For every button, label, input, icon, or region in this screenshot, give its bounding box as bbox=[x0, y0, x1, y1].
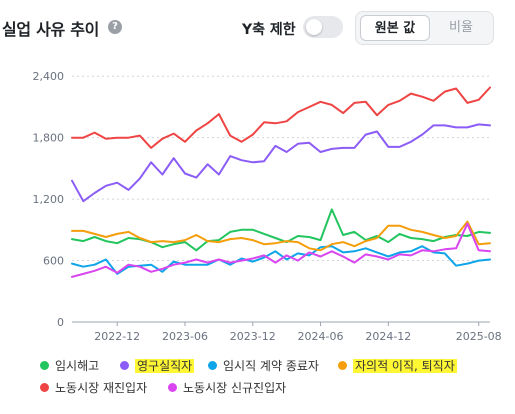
series-line-2 bbox=[71, 245, 491, 275]
legend-label: 영구실직자 bbox=[135, 359, 195, 373]
y-tick-label: 1,800 bbox=[33, 132, 65, 145]
legend: 임시해고 영구실직자 임시직 계약 종료자 자의적 이직, 퇴직자 노동시장 재… bbox=[40, 356, 510, 400]
series-line-4 bbox=[71, 86, 491, 149]
legend-item-permanent-job-losers[interactable]: 영구실직자 bbox=[120, 356, 195, 376]
x-tick-label: 2023-12 bbox=[230, 330, 276, 343]
x-tick-label: 2022-12 bbox=[94, 330, 140, 343]
y-limit-toggle[interactable] bbox=[303, 16, 343, 38]
chart-header: 실업 사유 추이 ? Y축 제한 원본 값 비율 bbox=[0, 0, 515, 54]
toggle-knob bbox=[306, 19, 322, 35]
legend-dot bbox=[208, 361, 217, 370]
x-tick-label: 2025-08 bbox=[456, 330, 502, 343]
legend-dot bbox=[168, 383, 177, 392]
line-chart: 0 600 1,200 1,800 2,400 2022-12 2023-06 2023-12… bbox=[33, 70, 502, 343]
chart-title: 실업 사유 추이 bbox=[2, 20, 100, 39]
y-tick-label: 0 bbox=[57, 316, 64, 329]
raw-values-button[interactable]: 원본 값 bbox=[360, 15, 430, 41]
series-line-5 bbox=[71, 222, 491, 278]
legend-label: 임시직 계약 종료자 bbox=[223, 359, 319, 373]
help-icon[interactable]: ? bbox=[108, 20, 122, 34]
legend-item-temp-job-ended[interactable]: 임시직 계약 종료자 bbox=[208, 356, 319, 376]
legend-row: 노동시장 재진입자 노동시장 신규진입자 bbox=[40, 378, 510, 400]
legend-dot bbox=[40, 383, 49, 392]
legend-item-job-leavers[interactable]: 자의적 이직, 퇴직자 bbox=[338, 356, 457, 376]
series-line-0 bbox=[71, 208, 491, 252]
x-tick-label: 2023-06 bbox=[162, 330, 208, 343]
series-line-3 bbox=[71, 220, 491, 252]
legend-item-reentrants[interactable]: 노동시장 재진입자 bbox=[40, 378, 147, 398]
y-limit-label: Y축 제한 bbox=[242, 22, 296, 38]
y-tick-label: 600 bbox=[43, 255, 64, 268]
series-line-1 bbox=[71, 123, 491, 203]
legend-item-temporary-layoff[interactable]: 임시해고 bbox=[40, 356, 99, 376]
legend-label: 노동시장 재진입자 bbox=[55, 381, 148, 395]
y-tick-label: 2,400 bbox=[33, 70, 65, 83]
legend-label: 임시해고 bbox=[55, 359, 100, 373]
ratio-button[interactable]: 비율 bbox=[449, 20, 473, 35]
legend-label: 자의적 이직, 퇴직자 bbox=[353, 359, 457, 373]
legend-item-new-entrants[interactable]: 노동시장 신규진입자 bbox=[168, 378, 286, 398]
legend-dot bbox=[338, 361, 347, 370]
legend-dot bbox=[120, 361, 129, 370]
x-tick-label: 2024-12 bbox=[365, 330, 411, 343]
x-tick-label: 2024-06 bbox=[298, 330, 344, 343]
value-mode-segmented-control: 원본 값 비율 bbox=[355, 11, 494, 45]
legend-row: 임시해고 영구실직자 임시직 계약 종료자 자의적 이직, 퇴직자 bbox=[40, 356, 510, 378]
legend-dot bbox=[40, 361, 49, 370]
y-tick-label: 1,200 bbox=[33, 193, 65, 206]
legend-label: 노동시장 신규진입자 bbox=[183, 381, 287, 395]
